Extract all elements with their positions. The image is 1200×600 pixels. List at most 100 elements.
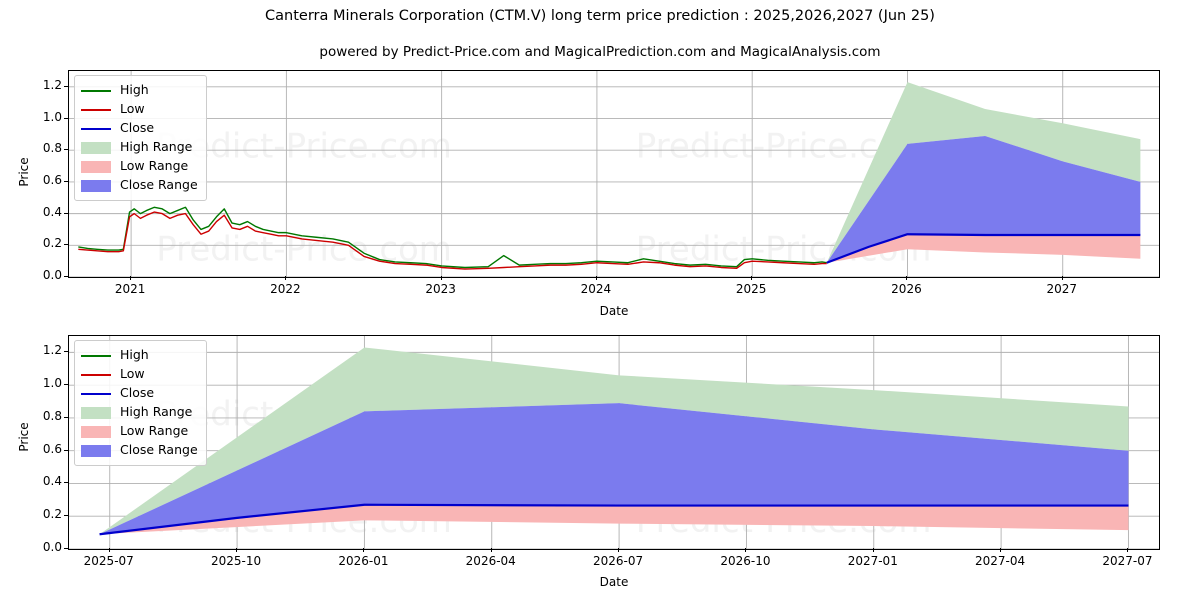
x-axis-tick-label: 2027-01 [847,554,898,568]
x-axis-tick-label: 2027-07 [1102,554,1153,568]
series-low [78,211,827,270]
x-axis-tick-label: 2027 [1046,282,1077,296]
x-axis-tick-label: 2026-10 [720,554,771,568]
legend-swatch-icon [81,388,111,400]
page-subtitle: powered by Predict-Price.com and Magical… [319,44,881,60]
x-axis-tick-mark [1127,548,1129,552]
legend-item-label: Low Range [120,158,189,174]
y-axis-tick-mark [64,180,68,182]
band-low-range [826,234,1141,263]
y-axis-tick-label: 0.6 [42,441,62,456]
x-axis-tick-mark [745,548,747,552]
x-axis-tick-mark [751,276,753,280]
x-axis-tick-mark [440,276,442,280]
x-axis-tick-label: 2027-04 [975,554,1026,568]
x-axis-tick-label: 2024 [580,282,612,296]
x-axis-tick-mark [595,276,597,280]
x-axis-tick-mark [130,276,132,280]
x-axis-tick-label: 2025 [735,282,767,296]
legend-item-label: High Range [120,139,193,155]
legend-item-close-range: Close Range [81,441,198,460]
x-axis-tick-label: 2026 [891,282,922,296]
chart-legend: High Low Close High Range Low Range Close Ran… [74,340,207,466]
legend-item-low-range: Low Range [81,157,198,176]
legend-item-label: Close Range [120,177,198,193]
legend-item-low-range: Low Range [81,422,198,441]
x-axis-tick-mark [490,548,492,552]
legend-item-high: High [81,346,198,365]
x-axis-tick-mark [1061,276,1063,280]
legend-item-label: Low Range [120,423,189,439]
chart-legend: High Low Close High Range Low Range Close Ran… [74,75,207,201]
y-axis-tick-mark [64,515,68,517]
legend-swatch-icon [81,369,111,381]
y-axis-tick-label: 1.0 [42,109,62,124]
y-axis-tick-label: 0.4 [42,204,62,219]
y-axis-tick-mark [64,212,68,214]
x-axis-tick-label: 2026-01 [338,554,389,568]
y-axis-tick-mark [64,482,68,484]
legend-swatch-icon [81,406,111,419]
legend-item-label: Low [120,366,145,382]
y-axis-tick-label: 0.8 [42,141,62,156]
y-axis-tick-mark [64,276,68,277]
y-axis-tick-mark [64,117,68,119]
legend-item-high: High [81,81,198,100]
legend-item-label: High Range [120,404,193,420]
y-axis-tick-mark [64,548,68,549]
legend-item-low: Low [81,365,198,384]
y-axis-tick-mark [64,244,68,246]
y-axis-tick-label: 0.2 [42,236,62,251]
x-axis-tick-mark [108,548,110,552]
legend-swatch-icon [81,444,111,457]
x-axis-tick-label: 2025-10 [211,554,262,568]
top-chart-x-axis-label: Date [599,304,629,318]
bottom-chart-x-axis-label: Date [599,575,629,589]
y-axis-tick-mark [64,351,68,353]
y-axis-tick-label: 0.0 [42,268,62,282]
legend-swatch-icon [81,141,111,154]
band-low-range [99,504,1129,535]
legend-item-label: Close [120,385,155,401]
legend-swatch-icon [81,179,111,192]
x-axis-tick-mark [872,548,874,552]
legend-swatch-icon [81,85,111,97]
y-axis-tick-mark [64,384,68,386]
x-axis-tick-label: 2026-07 [593,554,644,568]
band-high-range [99,347,1129,535]
page-title: Canterra Minerals Corporation (CTM.V) lo… [265,8,935,24]
y-axis-tick-mark [64,449,68,451]
legend-item-label: High [120,82,149,98]
x-axis-tick-mark [285,276,287,280]
x-axis-tick-mark [236,548,238,552]
legend-item-high-range: High Range [81,138,198,157]
top-chart-plot-area: Predict-Price.com Predict-Price.com Predic… [68,70,1160,278]
legend-item-close: Close [81,119,198,138]
x-axis-tick-mark [1000,548,1002,552]
legend-swatch-icon [81,160,111,173]
top-chart-panel: Price Predict-Price.com Predict-Price.com… [17,70,1160,318]
legend-item-label: Close Range [120,442,198,458]
band-close-range [826,135,1141,263]
legend-item-label: Low [120,101,145,117]
legend-item-label: Close [120,120,155,136]
x-axis-tick-label: 2023 [425,282,456,296]
y-axis-tick-label: 1.2 [42,77,62,92]
y-axis-tick-mark [64,416,68,418]
y-axis-tick-label: 1.2 [42,343,62,358]
y-axis-tick-label: 0.0 [42,540,62,554]
legend-swatch-icon [81,104,111,116]
band-close-range [99,403,1129,535]
legend-item-close: Close [81,384,198,403]
series-high [78,206,827,269]
y-axis-tick-label: 0.4 [42,474,62,489]
bottom-chart-panel: Price Predict-Price.comPredict-Price.com… [0,320,1200,600]
x-axis-tick-label: 2021 [114,282,146,296]
y-axis-tick-label: 0.6 [42,172,62,187]
legend-swatch-icon [81,350,111,362]
band-high-range [826,82,1141,263]
y-axis-tick-mark [64,149,68,151]
series-close [99,503,1129,536]
y-axis-tick-label: 0.2 [42,507,62,522]
